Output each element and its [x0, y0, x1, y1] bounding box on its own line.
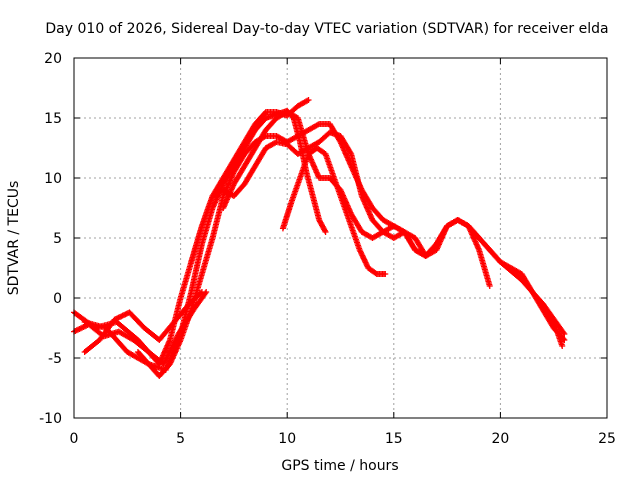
x-axis-label: GPS time / hours — [281, 458, 398, 474]
series-track-5 — [220, 109, 493, 289]
data-point — [305, 97, 312, 103]
data-point — [197, 290, 204, 297]
x-tick-label: 20 — [491, 431, 509, 447]
data-point — [559, 343, 566, 349]
series-track-8 — [81, 289, 205, 355]
y-tick-label: 20 — [44, 51, 62, 67]
x-tick-label: 10 — [278, 431, 296, 447]
y-tick-label: 10 — [44, 171, 62, 187]
data-point — [347, 149, 354, 156]
series-track-4 — [188, 129, 568, 343]
data-point — [304, 97, 311, 104]
y-tick-label: 15 — [44, 111, 62, 127]
data-points — [71, 97, 568, 379]
y-tick-label: -10 — [39, 411, 62, 427]
series-track-6 — [279, 145, 389, 277]
series-track-9 — [540, 301, 566, 349]
y-tick-label: -5 — [48, 351, 62, 367]
y-axis-label: SDTVAR / TECUs — [6, 181, 22, 296]
data-point — [321, 227, 328, 234]
x-tick-label: 25 — [598, 431, 616, 447]
data-point — [382, 271, 389, 277]
data-point — [198, 289, 205, 295]
x-tick-label: 15 — [385, 431, 403, 447]
data-point — [322, 229, 329, 235]
data-point — [560, 329, 567, 336]
y-tick-label: 0 — [53, 291, 62, 307]
x-tick-label: 0 — [70, 431, 79, 447]
axis-ticks: 0 5 10 15 20 25 -10 -5 0 5 10 15 20 — [39, 51, 616, 447]
data-point — [486, 283, 493, 289]
y-tick-label: 5 — [53, 231, 62, 247]
data-point — [552, 323, 559, 330]
chart-title: Day 010 of 2026, Sidereal Day-to-day VTE… — [45, 21, 608, 37]
x-tick-label: 5 — [176, 431, 185, 447]
data-point — [314, 121, 321, 128]
